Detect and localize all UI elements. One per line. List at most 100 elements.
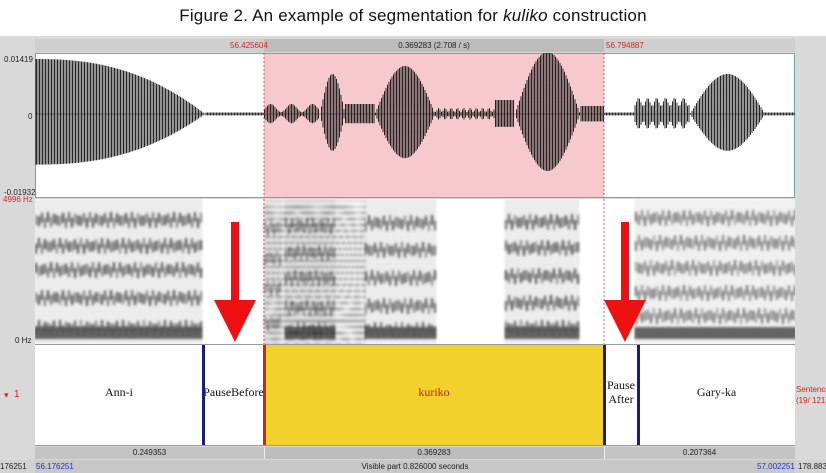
- spectrogram-band: [330, 217, 332, 221]
- spectrogram-band: [348, 337, 350, 341]
- spectrogram-band: [306, 289, 308, 293]
- spectrogram-band: [274, 301, 276, 305]
- interval-gary-ka[interactable]: Gary-ka: [696, 385, 737, 399]
- spectrogram-band: [296, 271, 298, 275]
- spectrogram-band: [300, 199, 302, 203]
- spectrogram-band: [83, 199, 85, 344]
- spectrogram-band: [298, 277, 300, 281]
- spectrogram-band: [314, 265, 316, 269]
- spectrogram-band: [346, 307, 348, 311]
- interval-kuriko[interactable]: kuriko: [418, 385, 450, 399]
- spectrogram-band: [310, 205, 312, 209]
- visible-part-cell[interactable]: [35, 460, 795, 473]
- spectrogram-band: [278, 307, 280, 311]
- duration-cell-right[interactable]: [605, 447, 795, 459]
- spectrogram-band: [164, 327, 166, 339]
- spectrogram-band: [683, 199, 685, 344]
- spectrogram-band: [526, 327, 528, 339]
- interval-boundary[interactable]: [603, 345, 606, 445]
- spectrogram-band: [268, 337, 270, 341]
- spectrogram-band: [308, 199, 310, 203]
- spectrogram-band: [312, 223, 314, 227]
- spectrogram-band: [340, 235, 342, 239]
- spectrogram-band: [352, 295, 354, 299]
- spectrogram-band: [328, 229, 330, 233]
- spectrogram-band: [282, 325, 284, 329]
- spectrogram-band: [334, 211, 336, 215]
- spectrogram-band: [288, 259, 290, 263]
- spectrogram-band: [365, 327, 367, 339]
- spectrogram-band: [350, 253, 352, 257]
- spectrogram-band: [348, 295, 350, 299]
- spectrogram-band: [342, 313, 344, 317]
- spectrogram-band: [336, 259, 338, 263]
- spectrogram-band: [101, 327, 103, 339]
- spectrogram-band: [298, 205, 300, 209]
- interval-boundary-selected[interactable]: [263, 345, 266, 445]
- spectrogram-band: [86, 327, 88, 339]
- spectrogram-band: [312, 295, 314, 299]
- spectrogram-band: [344, 271, 346, 275]
- spectrogram-band: [346, 235, 348, 239]
- spectrogram-band: [270, 241, 272, 245]
- spectrogram-band: [326, 271, 328, 275]
- spectrogram-band: [143, 327, 145, 339]
- spectrogram-band: [340, 199, 342, 203]
- spectrogram-band: [41, 327, 43, 339]
- spectrogram-band: [364, 331, 366, 335]
- spectrogram-band: [264, 253, 266, 257]
- spectrogram-band: [191, 199, 193, 344]
- spectrogram-band: [360, 271, 362, 275]
- spectrogram-band: [264, 295, 266, 299]
- spectrogram-band: [324, 235, 326, 239]
- spectrogram-band: [266, 247, 268, 251]
- spectrogram-band: [280, 253, 282, 257]
- duration-cell-mid[interactable]: [265, 447, 605, 459]
- spectrogram-band: [316, 211, 318, 215]
- spectrogram-band: [332, 211, 334, 215]
- spectrogram-band: [272, 307, 274, 311]
- spectrogram-band: [304, 247, 306, 251]
- spectrogram-band: [272, 229, 274, 233]
- interval-ann-i[interactable]: Ann-i: [105, 385, 133, 399]
- spectrogram-band: [338, 307, 340, 311]
- spectrogram-band: [116, 327, 118, 339]
- interval-boundary[interactable]: [637, 345, 640, 445]
- interval-boundary[interactable]: [202, 345, 205, 445]
- spectrogram-band: [182, 327, 184, 339]
- selection-duration-cell[interactable]: [264, 39, 604, 52]
- spectrogram-band: [316, 199, 318, 203]
- spectrogram-band: [113, 327, 115, 339]
- spectrogram-band: [290, 247, 292, 251]
- spectrogram-band: [310, 229, 312, 233]
- spectrogram-band: [270, 289, 272, 293]
- spectrogram-band: [322, 307, 324, 311]
- interval-pause-after[interactable]: Pause After: [607, 378, 635, 406]
- spectrogram-band: [296, 235, 298, 239]
- spectrogram-band: [638, 199, 640, 344]
- spectrogram-band: [308, 307, 310, 311]
- spectrogram-band: [562, 327, 564, 339]
- spectrogram-band: [83, 327, 85, 339]
- spectrogram-band: [310, 313, 312, 317]
- tier-marker-icon[interactable]: ▾: [4, 390, 9, 400]
- spectrogram-band: [314, 259, 316, 263]
- spectrogram-band: [312, 313, 314, 317]
- spectrogram-band: [360, 199, 362, 203]
- spectrogram-band: [294, 313, 296, 317]
- duration-cell-left[interactable]: [35, 447, 265, 459]
- spectrogram-band: [334, 259, 336, 263]
- spectrogram-band: [316, 301, 318, 305]
- spectrogram-band: [310, 235, 312, 239]
- spectrogram-band: [312, 319, 314, 323]
- spectrogram-band: [296, 313, 298, 317]
- total-start-label: 176251: [0, 462, 27, 471]
- interval-pause-before[interactable]: PauseBefore: [203, 385, 264, 399]
- spectrogram-band: [328, 289, 330, 293]
- spectrogram-band: [197, 327, 199, 339]
- spectrogram-band: [695, 199, 697, 344]
- spectrogram-band: [316, 295, 318, 299]
- spectrogram-band: [535, 199, 537, 344]
- spectrogram-band: [559, 327, 561, 339]
- spectrogram-band: [294, 259, 296, 263]
